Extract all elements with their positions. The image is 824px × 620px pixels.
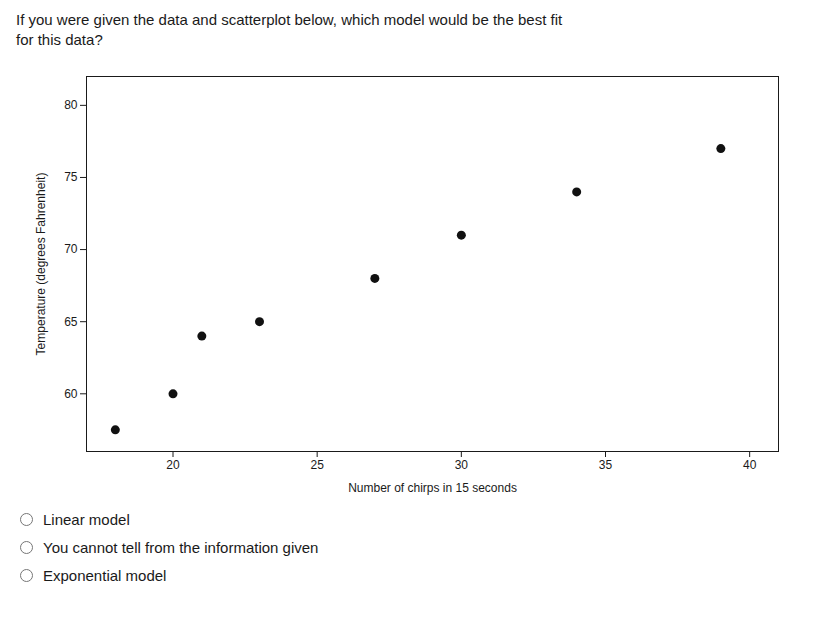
svg-text:20: 20 (166, 458, 180, 472)
svg-text:35: 35 (599, 458, 613, 472)
html-text:You cannot tell from the infor: You cannot tell from the information giv… (43, 538, 319, 556)
svg-text:30: 30 (455, 458, 469, 472)
svg-text:80: 80 (64, 98, 78, 112)
svg-text:Temperature (degrees Fahrenhei: Temperature (degrees Fahrenheit) (34, 173, 48, 356)
svg-text:Number of chirps in 15 seconds: Number of chirps in 15 seconds (348, 481, 517, 495)
svg-text:40: 40 (743, 458, 757, 472)
html-text:for this data?: for this data? (16, 31, 103, 48)
svg-text:65: 65 (64, 315, 78, 329)
svg-text:75: 75 (64, 170, 78, 184)
html-text:If you were given the data and: If you were given the data and scatterpl… (16, 11, 563, 28)
html-text:Linear model: Linear model (43, 510, 130, 528)
svg-text:25: 25 (310, 458, 324, 472)
svg-text:60: 60 (64, 387, 78, 401)
html-text:Exponential model: Exponential model (43, 566, 167, 584)
svg-text:70: 70 (64, 242, 78, 256)
